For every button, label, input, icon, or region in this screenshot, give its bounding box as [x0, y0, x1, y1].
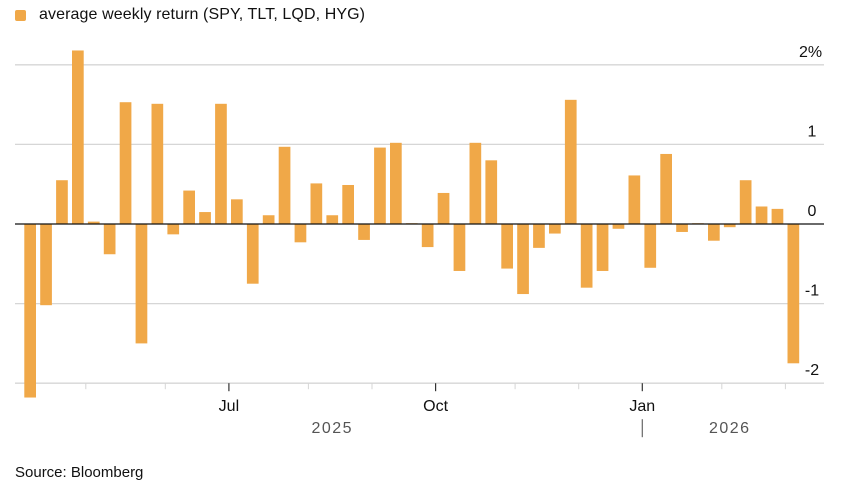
bar — [644, 224, 657, 268]
bar — [278, 146, 291, 224]
bar — [421, 224, 434, 248]
bar — [787, 224, 800, 364]
bar — [660, 153, 672, 224]
bar — [739, 180, 752, 224]
bars — [24, 50, 800, 398]
bar — [231, 199, 243, 224]
bar — [533, 224, 545, 248]
bar — [119, 102, 132, 224]
bar — [342, 184, 354, 224]
bar — [771, 208, 784, 224]
y-tick-label: 2% — [799, 44, 822, 61]
y-tick-label: -1 — [805, 283, 819, 300]
bar — [358, 224, 370, 240]
source-note: Source: Bloomberg — [15, 464, 144, 481]
legend: average weekly return (SPY, TLT, LQD, HY… — [15, 6, 365, 24]
bar — [87, 221, 100, 224]
bar — [612, 224, 625, 229]
bar — [469, 142, 482, 224]
bar — [72, 50, 84, 224]
x-tick-label: Oct — [423, 398, 448, 415]
bar — [103, 224, 116, 255]
bar — [755, 206, 768, 224]
bar — [501, 224, 513, 269]
bar — [708, 224, 720, 241]
y-axis-labels: 2% 1 0 -1 -2 — [799, 44, 822, 379]
gridlines — [15, 64, 824, 384]
bar — [24, 224, 36, 398]
bar — [676, 224, 688, 232]
x-axis: Jul Oct Jan 2025 2026 — [85, 383, 786, 438]
bar — [199, 212, 211, 224]
bar — [390, 142, 402, 224]
bar — [183, 190, 195, 224]
bar — [246, 224, 259, 284]
bar — [326, 215, 339, 224]
bar — [56, 180, 68, 224]
bar — [723, 224, 736, 228]
x-tick-label: Jul — [219, 398, 239, 415]
bar — [453, 224, 466, 271]
y-tick-label: 0 — [808, 203, 817, 220]
bar — [437, 192, 450, 224]
bar — [310, 183, 323, 224]
bar — [485, 160, 498, 224]
bar — [167, 224, 180, 235]
bar — [40, 224, 52, 306]
bar — [549, 224, 561, 234]
bar — [517, 224, 529, 295]
legend-label: average weekly return (SPY, TLT, LQD, HY… — [39, 6, 366, 23]
bar — [215, 103, 227, 224]
bar — [135, 224, 148, 344]
bar — [262, 215, 275, 224]
bar — [596, 224, 609, 271]
x-tick-label: Jan — [629, 398, 655, 415]
y-tick-label: -2 — [805, 362, 819, 379]
legend-swatch — [15, 9, 26, 21]
y-tick-label: 1 — [808, 123, 817, 140]
bar — [580, 224, 593, 288]
bar — [628, 175, 641, 224]
bar — [294, 224, 307, 243]
year-label: 2026 — [709, 420, 751, 437]
bar — [151, 103, 164, 224]
bar — [564, 99, 577, 224]
bar — [374, 147, 386, 224]
year-label: 2025 — [311, 420, 353, 437]
